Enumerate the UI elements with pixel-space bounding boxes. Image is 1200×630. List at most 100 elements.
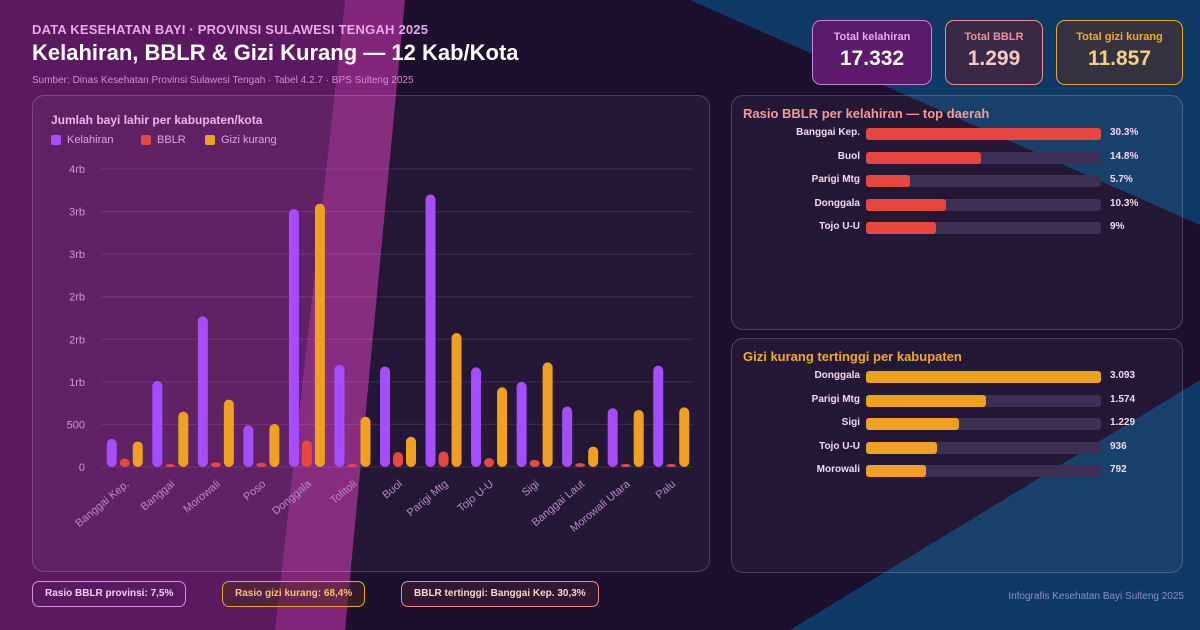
bar-kelahiran <box>562 406 573 467</box>
kpi-label: Total BBLR <box>964 31 1024 43</box>
x-tick-label: Morowali <box>181 478 222 515</box>
x-tick-label: Poso <box>241 478 268 503</box>
bar-bblr <box>620 464 631 467</box>
bar-row: Morowali 792 <box>732 464 1192 478</box>
bar-track <box>866 175 1101 187</box>
bar-track <box>866 222 1101 234</box>
bar-row: Donggala 10.3% <box>732 198 1192 212</box>
row-label: Parigi Mtg <box>811 174 860 185</box>
bar-fill <box>866 441 938 454</box>
bar-fill <box>866 371 1101 383</box>
row-value: 9% <box>1110 221 1125 232</box>
bblr-ratio-panel: Rasio BBLR per kelahiran — top daerah Ba… <box>731 95 1183 330</box>
y-tick-label: 4rb <box>69 164 85 176</box>
bar-fill <box>866 198 946 211</box>
bar-gizi-kurang <box>542 362 553 467</box>
bar-kelahiran <box>334 364 345 467</box>
bar-bblr <box>438 451 449 467</box>
bar-bblr <box>165 464 176 467</box>
kicker: DATA KESEHATAN BAYI · PROVINSI SULAWESI … <box>32 22 429 37</box>
bar-gizi-kurang <box>679 407 690 467</box>
legend-kelahiran: Kelahiran <box>51 134 113 146</box>
bar-bblr <box>347 464 358 467</box>
y-tick-label: 2rb <box>69 292 85 304</box>
legend-bblr: BBLR <box>141 134 186 146</box>
bar-kelahiran <box>197 316 208 467</box>
bar-gizi-kurang <box>497 387 508 467</box>
bar-kelahiran <box>106 438 117 467</box>
row-value: 1.229 <box>1110 417 1136 428</box>
kpi-total-bblr: Total BBLR 1.299 <box>945 20 1043 85</box>
bar-kelahiran <box>653 365 664 467</box>
x-tick-label: Donggala <box>270 478 314 518</box>
bar-fill <box>866 175 911 187</box>
bar-gizi-kurang <box>406 436 416 467</box>
bar-track <box>866 394 1101 407</box>
kpi-value: 17.332 <box>839 47 905 70</box>
bar-track <box>866 128 1101 140</box>
row-value: 5.7% <box>1110 174 1133 185</box>
row-value: 10.3% <box>1110 197 1139 209</box>
row-label: Sigi <box>841 417 860 428</box>
x-tick-label: Tojo U-U <box>456 478 497 515</box>
row-value: 1.574 <box>1110 393 1136 405</box>
bar-row: Sigi 1.229 <box>732 417 1192 431</box>
x-tick-label: Sigi <box>520 478 542 499</box>
bar-kelahiran <box>607 408 618 467</box>
credit: Infografis Kesehatan Bayi Sulteng 2025 <box>1008 591 1184 602</box>
bar-bblr <box>393 452 403 467</box>
kpi-label: Total gizi kurang <box>1076 31 1163 43</box>
bar-row: Buol 14.8% <box>732 151 1192 165</box>
page-title: Kelahiran, BBLR & Gizi Kurang — 12 Kab/K… <box>32 40 519 65</box>
y-tick-label: 2rb <box>69 334 85 346</box>
bar-row: Donggala 3.093 <box>732 370 1192 384</box>
row-value: 3.093 <box>1110 370 1136 381</box>
bar-track <box>866 371 1101 383</box>
row-label: Tojo U-U <box>819 440 860 452</box>
bar-track <box>866 198 1101 211</box>
x-tick-label: Banggai Kep. <box>73 478 131 530</box>
bar-track <box>866 441 1101 454</box>
source-note: Sumber: Dinas Kesehatan Provinsi Sulawes… <box>32 75 414 86</box>
bar-fill <box>866 128 1101 140</box>
kpi-value: 1.299 <box>967 47 1021 70</box>
x-tick-label: Parigi Mtg <box>405 478 451 519</box>
bar-bblr <box>119 458 130 467</box>
row-label: Buol <box>837 150 860 162</box>
x-tick-label: Banggai <box>139 478 178 513</box>
bar-bblr <box>529 459 540 467</box>
row-label: Banggai Kep. <box>796 127 860 138</box>
y-tick-label: 0 <box>79 462 85 474</box>
bar-chart: 0 500 1rb 2rb 2rb 3rb 3rb 4rb Banggai Kep. Bangga… <box>67 164 693 535</box>
row-value: 792 <box>1110 464 1127 475</box>
x-tick-label: Palu <box>654 478 679 501</box>
bar-track <box>866 151 1101 164</box>
gizi-top-title: Gizi kurang tertinggi per kabupaten <box>743 349 962 364</box>
kpi-total-gizi-kurang: Total gizi kurang 11.857 <box>1056 20 1183 85</box>
row-value: 14.8% <box>1110 150 1139 162</box>
bar-kelahiran <box>425 194 436 467</box>
bar-fill <box>866 465 927 477</box>
bblr-ratio-title: Rasio BBLR per kelahiran — top daerah <box>743 106 990 121</box>
gizi-top-panel: Gizi kurang tertinggi per kabupaten Dong… <box>731 338 1183 573</box>
bar-fill <box>866 418 960 430</box>
bar-gizi-kurang <box>314 203 325 467</box>
chart-title: Jumlah bayi lahir per kabupaten/kota <box>51 113 263 127</box>
bar-bblr <box>301 440 312 467</box>
bar-kelahiran <box>243 425 254 467</box>
bar-gizi-kurang <box>360 416 371 467</box>
bar-kelahiran <box>152 381 163 467</box>
row-label: Morowali <box>816 464 860 475</box>
chart-panel: Jumlah bayi lahir per kabupaten/kota Kel… <box>32 95 710 572</box>
bar-track <box>866 418 1101 430</box>
row-label: Parigi Mtg <box>811 393 860 405</box>
x-tick-label: Buol <box>380 478 405 501</box>
bar-track <box>866 465 1101 477</box>
bar-row: Parigi Mtg 1.574 <box>732 394 1192 408</box>
pill-rasio-gizi: Rasio gizi kurang: 68,4% <box>222 581 366 607</box>
bar-fill <box>866 222 936 234</box>
legend-label: Kelahiran <box>67 134 114 146</box>
bar-kelahiran <box>516 381 527 467</box>
bar-row: Parigi Mtg 5.7% <box>732 174 1192 188</box>
y-tick-label: 3rb <box>69 249 85 261</box>
